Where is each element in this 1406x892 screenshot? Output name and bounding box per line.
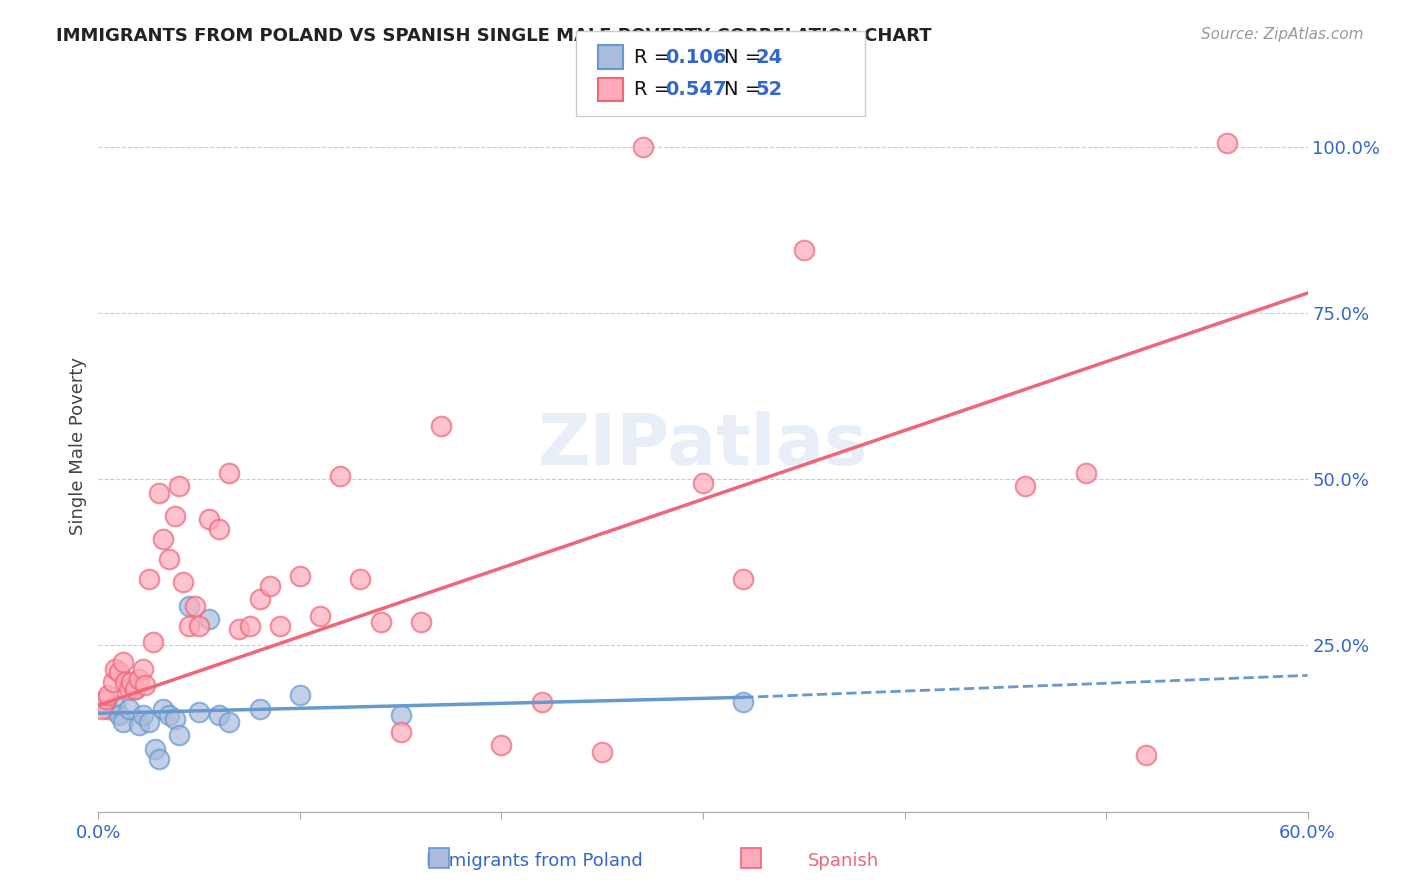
Point (430, 419, 453, 434)
Point (138, 572, 160, 586)
Point (198, 512, 221, 526)
Point (142, 635, 165, 649)
Point (163, 508, 186, 523)
Point (120, 675, 142, 690)
Point (111, 714, 134, 729)
Point (184, 599, 207, 613)
Point (118, 681, 141, 696)
Point (793, 243, 815, 257)
Point (228, 622, 250, 636)
Point (132, 708, 155, 723)
Point (91, 701, 114, 715)
Point (591, 745, 613, 759)
Point (96, 691, 118, 706)
Point (239, 618, 262, 632)
Point (349, 572, 371, 586)
Point (269, 618, 291, 632)
Point (167, 479, 190, 493)
Point (389, 725, 412, 739)
Point (631, 140, 654, 154)
Point (103, 662, 125, 676)
Point (163, 712, 186, 726)
Point (259, 579, 281, 593)
Point (733, 695, 755, 709)
Text: Source: ZipAtlas.com: Source: ZipAtlas.com (1201, 27, 1364, 42)
Point (114, 675, 136, 690)
Point (107, 708, 129, 723)
Point (1074, 466, 1097, 480)
Point (107, 665, 129, 679)
Point (124, 681, 146, 696)
Text: 24: 24 (755, 47, 782, 67)
Point (389, 708, 412, 723)
Point (249, 591, 271, 606)
Point (179, 599, 201, 613)
Point (208, 522, 231, 536)
Point (218, 714, 240, 729)
Point (148, 751, 170, 765)
Point (97, 689, 120, 703)
Point (101, 675, 124, 690)
Text: N =: N = (724, 79, 768, 99)
Point (111, 655, 134, 669)
Point (188, 705, 211, 719)
Point (157, 708, 180, 723)
Text: R =: R = (634, 79, 676, 99)
Text: 0.106: 0.106 (665, 47, 727, 67)
Point (157, 552, 180, 566)
Point (309, 608, 332, 623)
Point (128, 672, 150, 686)
Point (172, 575, 194, 590)
Point (692, 475, 714, 490)
Point (370, 615, 392, 630)
Point (152, 532, 174, 546)
Point (167, 728, 190, 742)
Point (249, 701, 271, 715)
Point (124, 681, 146, 696)
Text: ZIPatlas: ZIPatlas (538, 411, 868, 481)
Point (1135, 748, 1157, 763)
Point (198, 612, 221, 626)
Point (118, 701, 141, 715)
Point (218, 466, 240, 480)
Point (288, 568, 311, 582)
Text: 52: 52 (755, 79, 782, 99)
Point (128, 718, 150, 732)
Point (132, 662, 155, 676)
Point (329, 469, 352, 483)
Point (1014, 479, 1036, 493)
Point (138, 714, 160, 729)
Point (188, 618, 211, 632)
Point (152, 701, 174, 715)
Point (148, 485, 170, 500)
Text: IMMIGRANTS FROM POLAND VS SPANISH SINGLE MALE POVERTY CORRELATION CHART: IMMIGRANTS FROM POLAND VS SPANISH SINGLE… (56, 27, 932, 45)
Text: 0.547: 0.547 (665, 79, 727, 99)
Text: Spanish: Spanish (808, 852, 879, 870)
Point (208, 708, 231, 723)
Point (143, 741, 166, 756)
Point (409, 615, 432, 630)
Point (288, 689, 311, 703)
Point (97, 701, 120, 715)
Text: N =: N = (724, 47, 768, 67)
Point (491, 738, 513, 752)
Point (733, 572, 755, 586)
Text: R =: R = (634, 47, 676, 67)
Y-axis label: Single Male Poverty: Single Male Poverty (69, 357, 87, 535)
Point (1216, 136, 1239, 151)
Point (134, 678, 156, 692)
Point (103, 698, 125, 713)
Text: Immigrants from Poland: Immigrants from Poland (426, 852, 643, 870)
Point (530, 695, 553, 709)
Point (179, 618, 201, 632)
